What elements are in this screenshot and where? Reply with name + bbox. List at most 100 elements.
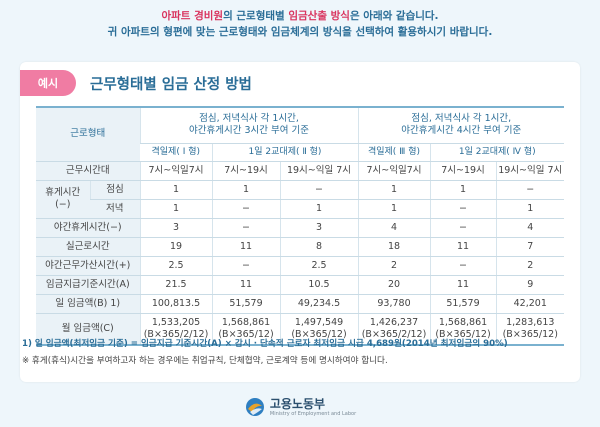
- table-cell: 20: [357, 275, 430, 295]
- table-cell: −: [429, 256, 496, 276]
- table-cell: 1,497,549 (B×365/12): [279, 313, 358, 346]
- card-header: 예시 근무형태별 임금 산정 방법: [20, 68, 580, 98]
- table-cell: 19: [139, 237, 212, 257]
- table-cell: 7시~19시: [211, 161, 280, 181]
- group1-line2: 야간휴게시간 3시간 부여 기준: [189, 125, 309, 137]
- type4-header: 1일 2교대제( Ⅳ 형): [429, 143, 565, 162]
- table-cell: 2.5: [139, 256, 212, 276]
- table-row: 휴게시간 (−) 점심 1 1 − 1 1 −: [36, 180, 565, 219]
- example-badge: 예시: [20, 70, 76, 96]
- table-cell: −: [429, 199, 496, 219]
- table-cell: 1: [139, 180, 212, 200]
- intro-line-1: 아파트 경비원의 근로형태별 임금산출 방식은 아래와 같습니다.: [0, 8, 600, 24]
- table-cell: 7시~익일7시: [139, 161, 212, 181]
- monthly-formula: (B×365/2/12): [361, 328, 427, 340]
- row-label: 야간휴게시간(−): [36, 218, 140, 238]
- table-row: 근무시간대 7시~익일7시 7시~19시 19시~익일 7시 7시~익일7시 7…: [36, 161, 565, 181]
- table-cell: −: [211, 199, 280, 219]
- footer: 고용노동부 Ministry of Employment and Labor: [0, 392, 600, 422]
- table-cell: 18: [357, 237, 430, 257]
- table-cell: 8: [279, 237, 358, 257]
- table-cell: 2: [357, 256, 430, 276]
- row-label: 저녁: [90, 199, 140, 219]
- table-cell: 11: [211, 237, 280, 257]
- group2-header: 점심, 저녁식사 각 1시간, 야간휴게시간 4시간 부여 기준: [357, 106, 565, 144]
- table-cell: 3: [279, 218, 358, 238]
- rest-group-line1: 휴게시간: [45, 187, 81, 198]
- table-row: 야간휴게시간(−) 3 − 3 4 − 4: [36, 218, 565, 238]
- table-cell: 7시~19시: [429, 161, 496, 181]
- table-cell: 4: [495, 218, 565, 238]
- table-cell: 7시~익일7시: [357, 161, 430, 181]
- intro-line-2: 귀 아파트의 형편에 맞는 근로형태와 임금체계의 방식을 선택하여 활용하시기…: [107, 26, 493, 38]
- table-row: 임금지급기준시간(A) 21.5 11 10.5 20 11 9: [36, 275, 565, 295]
- monthly-formula: (B×365/12): [435, 328, 491, 340]
- type1-header: 격일제( Ⅰ 형): [140, 143, 212, 162]
- monthly-formula: (B×365/12): [218, 328, 274, 340]
- monthly-value: 1,568,861: [221, 316, 271, 328]
- intro-mid: 의 근로형태별: [223, 10, 289, 22]
- table-cell: 9: [495, 275, 565, 295]
- intro-accent-2: 임금산출 방식: [288, 10, 350, 22]
- row-label: 근무시간대: [36, 161, 140, 181]
- table-cell: −: [495, 180, 565, 200]
- ministry-subname: Ministry of Employment and Labor: [269, 411, 357, 417]
- row-label: 임금지급기준시간(A): [36, 275, 140, 295]
- table-cell: 93,780: [357, 294, 430, 314]
- table-cell: 51,579: [211, 294, 280, 314]
- table-row: 실근로시간 19 11 8 18 11 7: [36, 237, 565, 257]
- table-cell: 11: [211, 275, 280, 295]
- table-cell: 1: [139, 199, 212, 219]
- table-cell: 2: [495, 256, 565, 276]
- footnote-1: 1) 일 임금액(최저임금 기준) = 임금지급 기준시간(A) × 감시 · …: [22, 339, 508, 349]
- table-cell: 1: [357, 199, 430, 219]
- monthly-formula: (B×365/12): [502, 328, 558, 340]
- footnote-2: ※ 휴게(휴식)시간을 부여하고자 하는 경우에는 취업규칙, 단체협약, 근로…: [22, 356, 388, 366]
- table-cell: 4: [357, 218, 430, 238]
- row-label: 일 임금액(B) 1): [36, 294, 140, 314]
- table-cell: −: [429, 218, 496, 238]
- table-cell: 1,568,861 (B×365/12): [211, 313, 280, 346]
- table-cell: 49,234.5: [279, 294, 358, 314]
- monthly-value: 1,568,861: [438, 316, 488, 328]
- group1-header: 점심, 저녁식사 각 1시간, 야간휴게시간 3시간 부여 기준: [139, 106, 358, 144]
- ministry-name: 고용노동부: [269, 397, 326, 411]
- table-cell: 2.5: [279, 256, 358, 276]
- row-label: 야간근무가산시간(+): [36, 256, 140, 276]
- table-cell: 1: [429, 180, 496, 200]
- table-cell: −: [211, 256, 280, 276]
- table-cell: 1,533,205 (B×365/2/12): [139, 313, 212, 346]
- table-cell: 7: [495, 237, 565, 257]
- table-row: 일 임금액(B) 1) 100,813.5 51,579 49,234.5 93…: [36, 294, 565, 314]
- table-cell: 51,579: [429, 294, 496, 314]
- monthly-value: 1,533,205: [151, 316, 201, 328]
- table-cell: 11: [429, 237, 496, 257]
- row-label: 실근로시간: [36, 237, 140, 257]
- table-row: 저녁 1 − 1 1 − 1: [36, 199, 565, 219]
- example-card: 예시 근무형태별 임금 산정 방법 근로형태 점심, 저녁식사 각 1시간, 야…: [20, 62, 580, 382]
- intro-text: 아파트 경비원의 근로형태별 임금산출 방식은 아래와 같습니다. 귀 아파트의…: [0, 8, 600, 40]
- monthly-value: 1,283,613: [506, 316, 555, 328]
- table-cell: −: [279, 180, 358, 200]
- table-cell: 1: [279, 199, 358, 219]
- table-cell: −: [211, 218, 280, 238]
- table-row: 야간근무가산시간(+) 2.5 − 2.5 2 − 2: [36, 256, 565, 276]
- wage-table: 근로형태 점심, 저녁식사 각 1시간, 야간휴게시간 3시간 부여 기준 점심…: [36, 106, 565, 346]
- rest-group-label: 휴게시간 (−): [36, 180, 90, 219]
- row-label: 점심: [89, 180, 140, 200]
- table-cell: 1,283,613 (B×365/12): [495, 313, 565, 346]
- table-cell: 1: [211, 180, 280, 200]
- monthly-value: 1,497,549: [294, 316, 344, 328]
- monthly-formula: (B×365/12): [291, 328, 347, 340]
- table-cell: 100,813.5: [139, 294, 212, 314]
- table-cell: 1: [357, 180, 430, 200]
- table-cell: 3: [139, 218, 212, 238]
- table-cell: 1,568,861 (B×365/12): [429, 313, 496, 346]
- table-row: 월 임금액(C) 1,533,205 (B×365/2/12) 1,568,861…: [36, 313, 565, 346]
- group2-line2: 야간휴게시간 4시간 부여 기준: [401, 125, 522, 137]
- intro-post: 은 아래와 같습니다.: [349, 10, 439, 22]
- table-cell: 19시~익일 7시: [279, 161, 358, 181]
- ministry-emblem-icon: [245, 398, 264, 416]
- intro-accent-1: 아파트 경비원: [161, 10, 224, 22]
- table-cell: 1: [495, 199, 565, 219]
